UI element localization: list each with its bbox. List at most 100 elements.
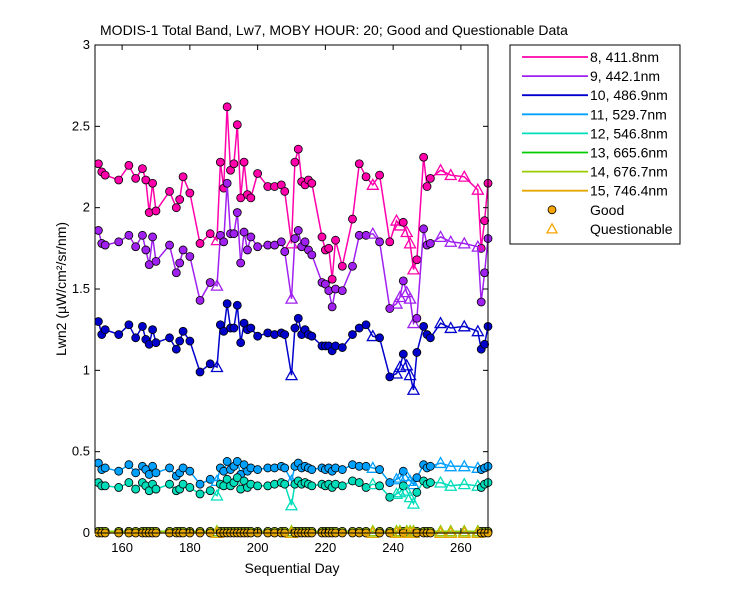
good-point — [246, 323, 256, 333]
good-point — [280, 330, 290, 339]
questionable-point — [433, 524, 448, 537]
series-line — [97, 183, 489, 326]
good-point — [114, 466, 124, 476]
questionable-point — [400, 225, 414, 238]
good-point — [114, 237, 124, 247]
plot-area — [95, 102, 493, 539]
good-point — [131, 333, 141, 343]
good-point — [290, 234, 300, 243]
good-point — [185, 252, 195, 261]
good-point — [148, 232, 157, 242]
questionable-point — [389, 487, 404, 500]
good-point — [131, 484, 141, 494]
good-point — [239, 227, 249, 237]
good-point — [148, 325, 157, 335]
good-point — [124, 460, 134, 470]
good-point — [246, 232, 256, 242]
good-point — [426, 478, 435, 487]
good-point — [385, 237, 395, 247]
good-point — [124, 160, 134, 170]
good-point — [398, 276, 408, 286]
good-point — [175, 336, 185, 346]
good-point — [337, 286, 347, 296]
questionable-point — [444, 234, 458, 247]
good-point — [185, 466, 195, 476]
good-point — [100, 170, 110, 180]
questionable-point — [400, 285, 414, 298]
good-point — [165, 333, 174, 343]
good-point — [398, 349, 408, 359]
legend-label: 14, 676.7nm — [590, 164, 668, 180]
good-point — [327, 274, 337, 284]
good-point — [280, 247, 290, 256]
good-point — [138, 322, 147, 331]
good-point — [131, 242, 141, 252]
good-point — [236, 338, 246, 348]
legend-label: 11, 529.7nm — [590, 106, 667, 122]
good-point — [185, 336, 195, 346]
y-tick-label: 2.5 — [72, 118, 90, 133]
good-point — [412, 348, 422, 357]
good-point — [138, 164, 147, 174]
good-point — [195, 295, 205, 305]
questionable-point — [444, 321, 458, 334]
questionable-point — [457, 524, 471, 537]
good-point — [205, 486, 215, 496]
good-point — [276, 237, 286, 247]
questionable-point — [433, 230, 448, 242]
good-point — [307, 178, 317, 188]
questionable-point — [403, 490, 417, 503]
good-point — [280, 186, 290, 196]
x-tick-label: 180 — [179, 540, 201, 555]
good-point — [95, 317, 103, 326]
questionable-point — [400, 358, 414, 371]
good-point — [219, 237, 229, 247]
good-point — [426, 173, 435, 183]
good-point — [412, 487, 422, 497]
questionable-point — [471, 182, 485, 195]
good-point — [375, 481, 384, 491]
good-point — [300, 237, 310, 247]
y-tick-label: 1 — [83, 362, 90, 377]
good-point — [307, 481, 317, 491]
questionable-point — [406, 477, 421, 490]
questionable-point — [284, 498, 299, 511]
good-point — [95, 159, 103, 169]
good-point — [100, 325, 110, 335]
good-point — [171, 344, 181, 354]
good-point — [375, 237, 384, 247]
good-point — [185, 483, 195, 492]
questionable-point — [403, 291, 417, 304]
good-point — [124, 478, 134, 487]
good-point — [253, 169, 263, 178]
questionable-point — [433, 163, 448, 176]
good-point — [480, 339, 490, 349]
good-point — [419, 322, 429, 331]
good-point — [195, 479, 205, 489]
good-point — [178, 326, 188, 336]
legend-label: 10, 486.9nm — [590, 87, 668, 103]
series-line — [97, 106, 489, 280]
questionable-point — [284, 368, 299, 381]
questionable-point — [457, 526, 471, 539]
good-point — [422, 182, 432, 191]
good-point — [348, 261, 357, 271]
good-point — [280, 463, 290, 473]
legend-label: 15, 746.4nm — [590, 183, 668, 199]
good-point — [124, 320, 134, 330]
good-point — [419, 224, 429, 234]
questionable-point — [389, 472, 404, 485]
good-point — [426, 333, 435, 343]
good-point — [337, 465, 347, 474]
legend-label: 9, 442.1nm — [590, 68, 660, 84]
good-point — [412, 255, 422, 265]
good-point — [307, 250, 317, 260]
questionable-point — [389, 296, 404, 309]
good-point — [361, 483, 371, 492]
legend-box — [509, 44, 681, 245]
questionable-point — [457, 236, 471, 249]
good-point — [141, 245, 151, 255]
good-point — [246, 193, 256, 203]
questionable-point — [403, 368, 417, 381]
